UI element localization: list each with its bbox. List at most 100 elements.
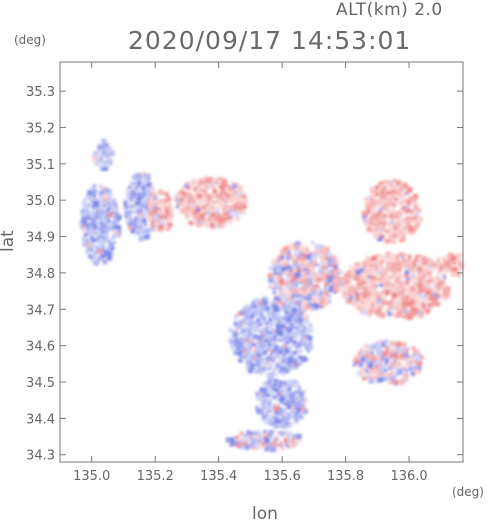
heatmap-cell-region-6 (286, 316, 291, 321)
heatmap-cell-region-10 (406, 301, 412, 307)
heatmap-cell-region-12 (389, 362, 392, 365)
heatmap-cell-region-10 (417, 272, 421, 276)
heatmap-cell-region-10 (401, 260, 406, 265)
heatmap-cell-region-12 (412, 349, 418, 355)
heatmap-cell-region-10 (384, 275, 390, 281)
heatmap-cell-region-10 (343, 291, 347, 294)
heatmap-cell-region-6 (260, 316, 264, 320)
heatmap-cell-region-9 (400, 217, 406, 223)
heatmap-cell-region-0 (108, 197, 111, 200)
heatmap-cell-region-5 (303, 268, 307, 272)
heatmap-cell-region-10 (425, 275, 431, 280)
heatmap-cell-region-7 (265, 410, 268, 414)
heatmap-cell-region-6 (286, 327, 290, 332)
heatmap-cell-region-12 (355, 358, 360, 364)
heatmap-cell-region-9 (394, 197, 398, 201)
heatmap-cell-region-7 (289, 402, 291, 405)
heatmap-cell-region-3 (221, 188, 226, 193)
heatmap-cell-region-5 (309, 260, 313, 264)
heatmap-cell-region-6 (231, 346, 236, 351)
heatmap-cell-region-12 (414, 365, 419, 370)
heatmap-cell-region-9 (417, 208, 422, 213)
heatmap-cell-region-6 (289, 366, 293, 371)
heatmap-cell-region-6 (298, 343, 301, 347)
heatmap-cell-region-10 (403, 296, 406, 300)
heatmap-cell-region-5 (273, 281, 278, 285)
heatmap-cell-region-8 (286, 444, 289, 448)
heatmap-cell-region-6 (274, 338, 278, 342)
heatmap-cell-region-11 (436, 264, 441, 268)
heatmap-cell-region-10 (386, 284, 390, 288)
heatmap-cell-region-10 (365, 269, 371, 275)
heatmap-cell-region-9 (366, 206, 369, 209)
heatmap-cell-region-5 (276, 258, 280, 262)
heatmap-cell-region-10 (421, 282, 425, 286)
heatmap-cell-region-0 (95, 210, 100, 215)
heatmap-cell-region-1 (142, 212, 148, 218)
heatmap-cell-region-10 (348, 265, 354, 270)
heatmap-cell-region-10 (393, 255, 399, 261)
heatmap-cell-region-10 (423, 281, 427, 285)
heatmap-cell-region-10 (437, 286, 440, 289)
heatmap-cell-region-9 (386, 214, 389, 218)
heatmap-cell-region-7 (286, 412, 292, 418)
heatmap-cell-region-10 (433, 286, 437, 290)
heatmap-cell-region-10 (340, 276, 344, 279)
heatmap-cell-region-3 (201, 196, 207, 201)
heatmap-cell-region-12 (382, 360, 386, 363)
heatmap-cell-region-6 (272, 349, 275, 352)
heatmap-cell-region-10 (356, 267, 360, 271)
heatmap-cell-region-9 (414, 218, 418, 221)
heatmap-cell-region-10 (417, 276, 423, 282)
heatmap-cell-region-10 (400, 287, 406, 293)
heatmap-cell-region-0 (115, 224, 119, 229)
heatmap-cell-region-6 (277, 339, 280, 342)
heatmap-cell-region-9 (377, 186, 384, 193)
heatmap-cell-region-6 (253, 356, 257, 360)
heatmap-cell-region-6 (285, 331, 291, 337)
heatmap-cell-region-6 (291, 311, 296, 316)
heatmap-cell-region-6 (280, 296, 286, 302)
heatmap-cell-region-5 (324, 291, 330, 296)
heatmap-cell-region-8 (240, 445, 245, 450)
heatmap-cell-region-6 (237, 342, 241, 346)
heatmap-cell-region-9 (393, 178, 396, 182)
heatmap-cell-region-3 (180, 200, 186, 205)
heatmap-cell-region-11 (435, 261, 440, 266)
heatmap-cell-region-1 (127, 190, 131, 194)
heatmap-cell-region-9 (394, 218, 399, 224)
heatmap-cell-region-10 (355, 282, 360, 287)
heatmap-cell-region-6 (274, 306, 280, 312)
heatmap-cell-region-1 (142, 187, 147, 192)
heatmap-cell-region-7 (284, 399, 287, 403)
heatmap-cell-region-6 (260, 351, 264, 354)
heatmap-cell-region-5 (332, 286, 336, 290)
heatmap-cell-region-12 (379, 371, 384, 376)
heatmap-cell-region-5 (302, 246, 306, 250)
heatmap-cell-region-10 (339, 285, 345, 291)
heatmap-cell-region-3 (218, 189, 222, 193)
heatmap-cell-region-1 (128, 213, 132, 218)
heatmap-cell-region-3 (237, 206, 242, 210)
heatmap-cell-region-0 (99, 209, 105, 215)
heatmap-cell-region-10 (409, 260, 414, 265)
heatmap-cell-region-10 (414, 255, 417, 258)
heatmap-cell-region-9 (401, 206, 406, 210)
heatmap-cell-region-5 (313, 250, 316, 253)
heatmap-cell-region-6 (250, 328, 256, 334)
heatmap-cell-region-9 (391, 233, 397, 239)
heatmap-cell-region-12 (410, 358, 414, 361)
heatmap-cell-region-6 (266, 365, 269, 368)
heatmap-cell-region-9 (376, 219, 380, 223)
heatmap-cell-region-0 (113, 210, 119, 216)
heatmap-cell-region-11 (444, 260, 448, 264)
heatmap-cell-region-6 (273, 345, 279, 351)
heatmap-cell-region-10 (399, 306, 403, 310)
heatmap-cell-region-9 (408, 195, 411, 198)
heatmap-cell-region-8 (255, 443, 261, 449)
heatmap-cell-region-9 (380, 199, 385, 204)
heatmap-cell-region-3 (238, 188, 244, 194)
heatmap-cell-region-9 (390, 238, 393, 242)
heatmap-cell-region-5 (302, 277, 305, 280)
heatmap-cell-region-1 (141, 174, 144, 177)
